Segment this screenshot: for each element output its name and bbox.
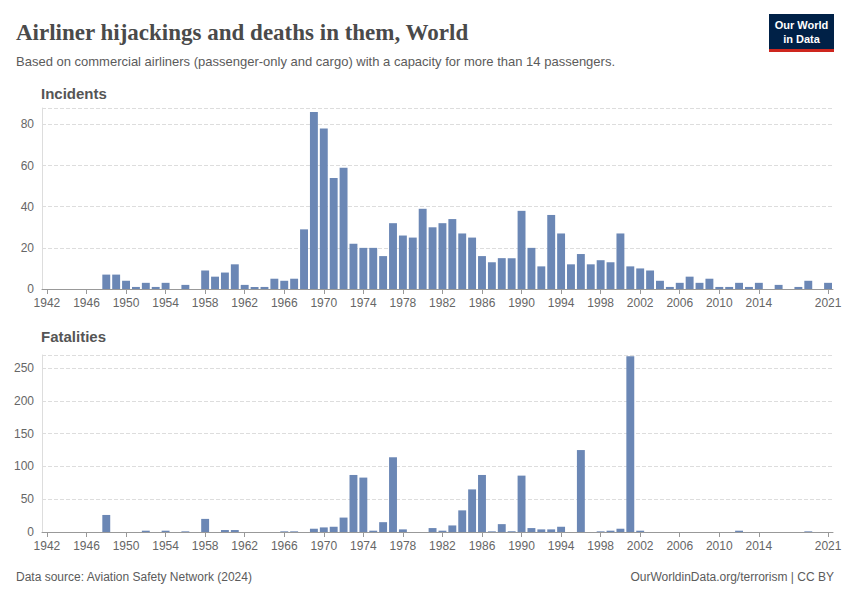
svg-text:1958: 1958 [192,539,219,553]
svg-text:Incidents: Incidents [41,85,107,102]
svg-text:50: 50 [21,492,35,506]
svg-text:1986: 1986 [469,296,496,310]
svg-text:Based on commercial airliners: Based on commercial airliners (passenger… [16,54,615,69]
svg-text:2010: 2010 [706,296,733,310]
svg-text:60: 60 [21,159,35,173]
svg-text:1998: 1998 [587,539,614,553]
svg-text:1998: 1998 [587,296,614,310]
svg-text:1994: 1994 [548,296,575,310]
svg-text:1974: 1974 [350,296,377,310]
svg-text:1982: 1982 [429,539,456,553]
svg-text:Airliner hijackings and deaths: Airliner hijackings and deaths in them, … [16,20,468,45]
svg-text:1942: 1942 [34,296,61,310]
svg-text:2002: 2002 [627,296,654,310]
svg-text:250: 250 [14,361,34,375]
svg-text:2021: 2021 [815,296,842,310]
svg-text:1970: 1970 [310,296,337,310]
svg-text:40: 40 [21,200,35,214]
svg-text:2006: 2006 [666,296,693,310]
svg-text:1966: 1966 [271,296,298,310]
svg-text:1942: 1942 [34,539,61,553]
svg-text:1954: 1954 [152,539,179,553]
svg-text:1986: 1986 [469,539,496,553]
svg-text:2014: 2014 [745,296,772,310]
svg-text:1950: 1950 [113,539,140,553]
svg-text:2021: 2021 [815,539,842,553]
svg-text:100: 100 [14,459,34,473]
svg-text:Data source: Aviation Safety N: Data source: Aviation Safety Network (20… [16,570,252,584]
svg-text:1990: 1990 [508,296,535,310]
svg-text:1962: 1962 [231,539,258,553]
svg-text:1978: 1978 [390,539,417,553]
svg-text:1970: 1970 [310,539,337,553]
svg-text:2014: 2014 [745,539,772,553]
svg-text:0: 0 [27,282,34,296]
svg-text:0: 0 [27,525,34,539]
svg-text:80: 80 [21,117,35,131]
svg-text:1990: 1990 [508,539,535,553]
svg-text:150: 150 [14,427,34,441]
svg-text:2010: 2010 [706,539,733,553]
svg-text:2006: 2006 [666,539,693,553]
svg-text:Our World: Our World [775,19,829,31]
svg-text:1954: 1954 [152,296,179,310]
svg-text:OurWorldinData.org/terrorism |: OurWorldinData.org/terrorism | CC BY [630,570,834,584]
svg-text:1950: 1950 [113,296,140,310]
svg-text:1966: 1966 [271,539,298,553]
svg-text:1946: 1946 [73,296,100,310]
svg-text:20: 20 [21,241,35,255]
svg-text:1974: 1974 [350,539,377,553]
svg-text:1994: 1994 [548,539,575,553]
svg-text:2002: 2002 [627,539,654,553]
svg-text:Fatalities: Fatalities [41,328,106,345]
svg-text:1958: 1958 [192,296,219,310]
svg-text:in Data: in Data [783,33,821,45]
svg-text:200: 200 [14,394,34,408]
svg-text:1962: 1962 [231,296,258,310]
svg-text:1982: 1982 [429,296,456,310]
svg-text:1978: 1978 [390,296,417,310]
svg-text:1946: 1946 [73,539,100,553]
